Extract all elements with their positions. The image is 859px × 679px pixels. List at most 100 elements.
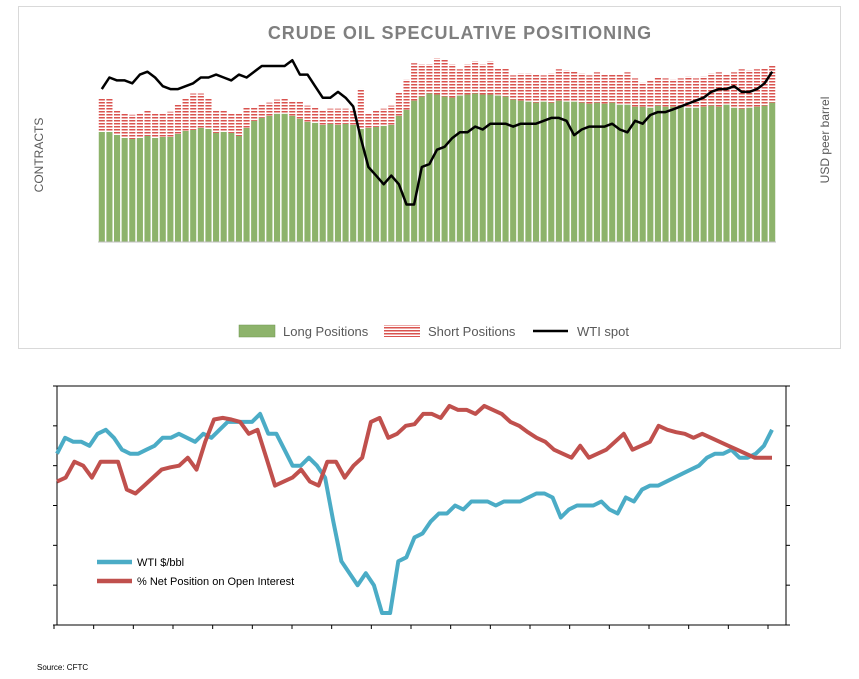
short-bar <box>251 106 258 121</box>
long-bar <box>685 107 692 242</box>
short-bar <box>144 110 151 136</box>
chart-title: CRUDE OIL SPECULATIVE POSITIONING <box>268 23 652 43</box>
short-bar <box>738 69 745 109</box>
source-note: Source: CFTC <box>37 663 88 672</box>
short-bar <box>555 69 562 101</box>
short-bar <box>571 71 578 102</box>
long-bar <box>289 115 296 242</box>
short-bar <box>174 103 182 134</box>
long-bar <box>403 109 410 242</box>
short-bar <box>746 70 753 108</box>
short-bar <box>243 106 250 128</box>
long-bar <box>220 131 227 242</box>
long-bar <box>144 135 151 242</box>
long-bar <box>373 126 380 242</box>
short-bar <box>289 100 296 116</box>
legend-label-wti: WTI spot <box>577 324 629 339</box>
short-bar <box>662 78 669 107</box>
short-bar <box>213 109 220 133</box>
y-axis-label: CONTRACTS <box>32 118 46 193</box>
short-bar <box>654 77 661 106</box>
short-bar <box>167 111 174 137</box>
long-bar <box>532 102 540 243</box>
short-bar <box>342 108 349 124</box>
legend-swatch-long <box>238 324 276 338</box>
long-bar <box>525 101 532 242</box>
long-bar <box>586 103 593 242</box>
long-bar <box>670 106 677 242</box>
short-bar <box>373 110 380 127</box>
short-bar <box>190 93 197 130</box>
short-bar <box>113 109 121 135</box>
short-bar <box>380 108 387 126</box>
long-bar <box>548 102 555 243</box>
long-bar <box>616 104 623 242</box>
long-bar <box>632 106 639 242</box>
short-bar <box>502 68 509 97</box>
long-bar <box>129 138 136 242</box>
long-bar <box>502 96 509 242</box>
long-bar <box>182 130 189 242</box>
long-bar <box>517 100 524 242</box>
short-bar <box>548 73 555 103</box>
long-bar <box>113 134 121 242</box>
positioning-chart: CRUDE OIL SPECULATIVE POSITIONING CONTRA… <box>32 23 832 339</box>
wti-line <box>55 411 774 615</box>
long-bar <box>342 123 349 242</box>
short-bar <box>136 113 143 138</box>
short-bar <box>228 112 235 133</box>
wti-spot-line <box>100 58 774 206</box>
long-bar <box>769 102 776 243</box>
long-bar <box>266 115 273 242</box>
long-bar <box>654 105 661 243</box>
long-bar <box>426 93 433 242</box>
short-bar <box>159 113 166 137</box>
long-bar <box>647 107 654 242</box>
short-bar <box>106 97 113 132</box>
plot-frame <box>56 385 787 626</box>
short-bar <box>357 88 364 129</box>
long-bar <box>152 137 159 242</box>
long-bar <box>213 132 220 242</box>
long-bar <box>411 100 418 242</box>
long-bar <box>449 97 456 242</box>
short-bar <box>182 97 189 131</box>
long-bar <box>334 124 342 242</box>
long-bar <box>639 106 646 242</box>
long-bar <box>708 105 715 243</box>
long-bar <box>715 106 722 242</box>
short-bar <box>220 109 227 132</box>
long-bar <box>228 132 235 242</box>
short-bar <box>365 112 372 128</box>
long-bar <box>243 127 250 242</box>
short-bar <box>700 76 707 107</box>
short-bar <box>395 92 402 116</box>
long-bar <box>753 106 761 242</box>
short-bar <box>731 72 738 108</box>
long-bar <box>563 101 570 242</box>
short-bar <box>197 93 204 128</box>
short-bar <box>312 106 319 123</box>
legend-label-short: Short Positions <box>428 324 516 339</box>
short-bar <box>708 73 715 106</box>
legend2-label-wti: WTI $/bbl <box>137 557 184 569</box>
long-bar <box>540 101 547 242</box>
short-bar <box>418 64 425 97</box>
long-bar <box>677 105 684 243</box>
long-bar <box>296 118 303 242</box>
short-bar <box>433 58 441 95</box>
long-bar <box>167 136 174 242</box>
short-bar <box>327 108 334 124</box>
long-bar <box>98 131 105 242</box>
long-bar <box>327 123 334 242</box>
long-bar <box>273 113 281 242</box>
long-bar <box>571 101 578 242</box>
long-bar <box>487 94 494 242</box>
short-bar <box>670 79 677 107</box>
long-bar <box>357 128 364 242</box>
short-bar <box>350 109 357 125</box>
long-bar <box>304 121 311 242</box>
long-bar <box>106 131 113 242</box>
long-bar <box>700 106 707 242</box>
short-bar <box>273 99 281 114</box>
